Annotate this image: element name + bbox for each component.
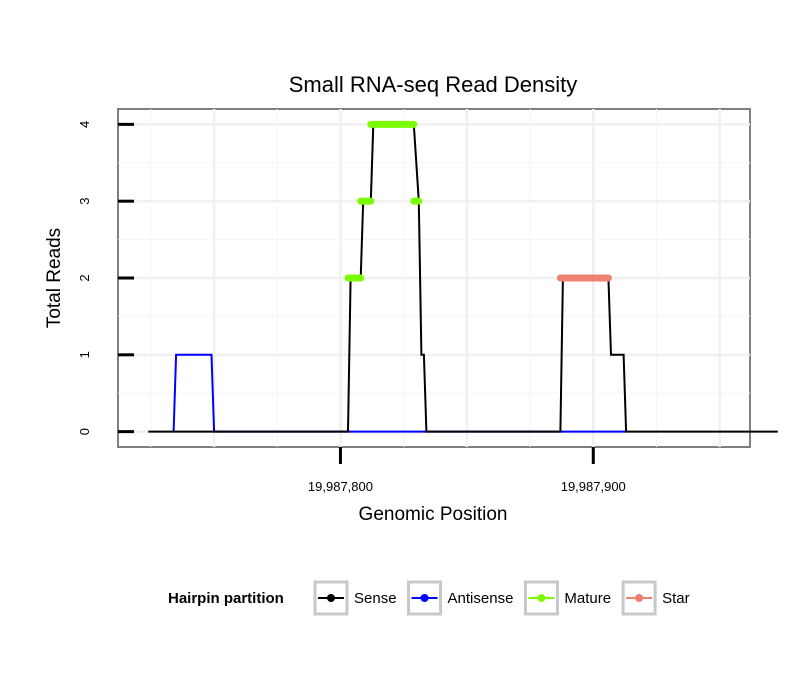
legend-label: Star: [662, 590, 690, 607]
x-axis: 19,987,800 19,987,900: [308, 447, 626, 494]
legend-item-antisense: Antisense: [407, 580, 514, 616]
legend-label: Mature: [564, 590, 611, 607]
legend-key-point: [327, 594, 335, 602]
legend: Hairpin partition Sense Antisense Mature St…: [168, 580, 690, 616]
chart-title: Small RNA-seq Read Density: [289, 72, 578, 97]
legend-label: Sense: [354, 590, 397, 607]
x-axis-title: Genomic Position: [359, 504, 508, 525]
legend-item-star: Star: [621, 580, 690, 616]
legend-item-mature: Mature: [523, 580, 611, 616]
legend-item-sense: Sense: [313, 580, 397, 616]
y-tick-label: 1: [77, 351, 92, 358]
y-tick-label: 4: [77, 121, 92, 128]
legend-key-point: [537, 594, 546, 602]
series-highlights: [344, 120, 612, 282]
legend-title: Hairpin partition: [168, 590, 284, 607]
y-tick-label: 3: [77, 198, 92, 205]
y-axis-title: Total Reads: [44, 228, 65, 328]
y-axis: 0 1 2 3 4: [77, 121, 134, 435]
x-tick-label: 19,987,900: [561, 479, 626, 494]
y-tick-label: 2: [77, 274, 92, 281]
legend-items: Sense Antisense Mature Star: [313, 580, 690, 616]
y-tick-label: 0: [77, 428, 92, 435]
legend-label: Antisense: [448, 590, 514, 607]
x-tick-label: 19,987,800: [308, 479, 373, 494]
grid: [118, 109, 750, 447]
legend-key-point: [420, 594, 429, 602]
legend-key-point: [635, 594, 644, 602]
